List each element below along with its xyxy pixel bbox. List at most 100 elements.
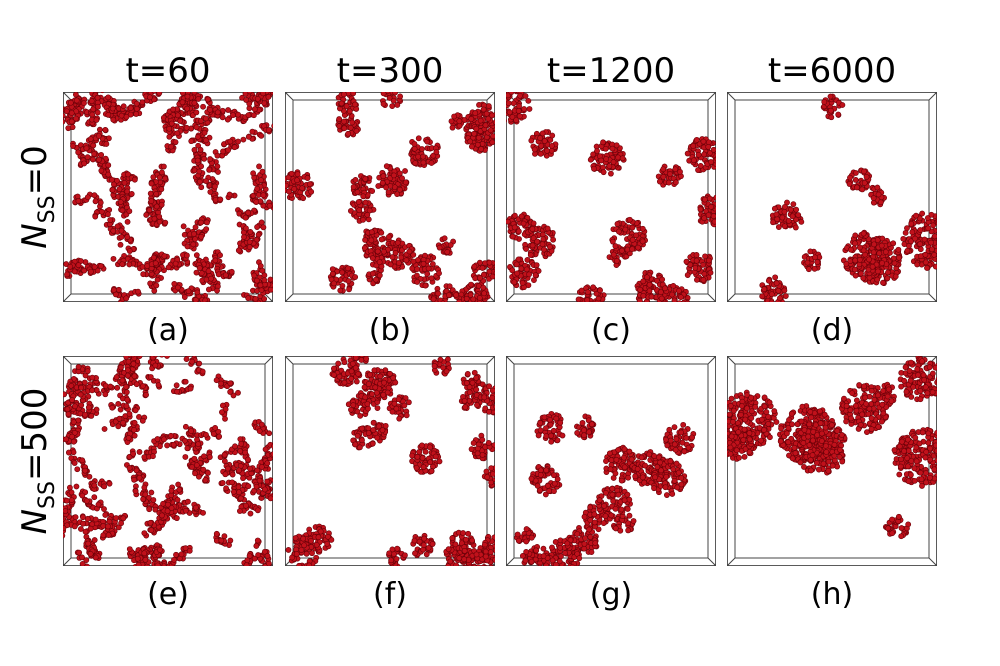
snapshot bbox=[727, 92, 961, 302]
particle bbox=[600, 139, 606, 146]
particle bbox=[75, 198, 82, 204]
particle bbox=[937, 260, 942, 265]
particle bbox=[63, 261, 70, 267]
particle bbox=[529, 226, 536, 232]
particle bbox=[220, 148, 226, 155]
particle bbox=[173, 565, 177, 566]
particle bbox=[225, 107, 231, 113]
particle bbox=[506, 100, 512, 107]
particle bbox=[481, 290, 488, 297]
particle bbox=[118, 227, 125, 234]
particle bbox=[349, 119, 356, 126]
particle bbox=[420, 260, 427, 267]
particle bbox=[690, 143, 697, 149]
particle bbox=[718, 224, 723, 229]
particle bbox=[259, 267, 266, 274]
particle bbox=[166, 125, 173, 132]
particle bbox=[154, 562, 161, 566]
particle bbox=[874, 268, 881, 275]
particle bbox=[463, 306, 468, 311]
particle bbox=[193, 252, 200, 259]
particle bbox=[843, 261, 850, 267]
particle bbox=[214, 152, 221, 159]
particle bbox=[785, 217, 792, 224]
box-edge bbox=[285, 92, 294, 101]
particle bbox=[245, 295, 252, 302]
particle bbox=[131, 373, 138, 380]
particle bbox=[136, 349, 141, 354]
particle bbox=[142, 556, 149, 563]
particle bbox=[225, 147, 232, 154]
particle bbox=[481, 307, 486, 312]
particle bbox=[90, 156, 96, 163]
particle bbox=[395, 260, 402, 266]
particle bbox=[702, 253, 708, 260]
particle bbox=[956, 227, 961, 232]
particle bbox=[177, 117, 184, 124]
particle bbox=[715, 218, 716, 221]
particle bbox=[515, 228, 522, 235]
particle bbox=[174, 388, 180, 395]
particle bbox=[950, 249, 955, 254]
particle bbox=[360, 216, 366, 223]
particle bbox=[955, 239, 960, 244]
particle bbox=[118, 520, 124, 527]
particle bbox=[245, 112, 252, 119]
particle bbox=[658, 289, 664, 295]
particle bbox=[943, 253, 948, 258]
particle bbox=[470, 301, 474, 302]
particle bbox=[674, 315, 679, 320]
particle bbox=[71, 460, 78, 466]
particle bbox=[533, 262, 540, 268]
particle bbox=[111, 287, 117, 293]
particle bbox=[236, 489, 242, 496]
particle bbox=[170, 106, 177, 113]
particle bbox=[230, 112, 236, 118]
particle bbox=[362, 237, 368, 243]
particle bbox=[189, 358, 195, 365]
particle bbox=[528, 137, 535, 144]
particle bbox=[195, 96, 202, 102]
particle bbox=[640, 292, 647, 299]
particle bbox=[265, 94, 272, 100]
particle bbox=[92, 213, 99, 220]
particle bbox=[446, 292, 452, 298]
particle bbox=[781, 287, 788, 294]
particle bbox=[116, 186, 123, 193]
particle bbox=[115, 423, 122, 430]
particle bbox=[956, 233, 961, 238]
column-header: t=60 bbox=[125, 51, 210, 91]
particle bbox=[93, 117, 100, 123]
particle bbox=[274, 442, 279, 447]
particle bbox=[106, 480, 113, 487]
particle bbox=[201, 453, 207, 460]
row-rest: =500 bbox=[15, 388, 55, 481]
particle bbox=[878, 242, 885, 249]
particle bbox=[81, 267, 88, 274]
particle bbox=[768, 299, 775, 302]
box-edge bbox=[63, 356, 72, 365]
particle bbox=[656, 178, 663, 185]
particle bbox=[119, 207, 126, 214]
particle bbox=[781, 223, 788, 230]
particle bbox=[945, 227, 950, 232]
particle bbox=[84, 154, 91, 161]
particle bbox=[106, 518, 113, 525]
particle bbox=[448, 118, 455, 125]
particle bbox=[793, 206, 800, 213]
particle bbox=[917, 241, 924, 247]
particle bbox=[214, 163, 221, 170]
particle bbox=[228, 268, 235, 275]
particle bbox=[506, 118, 507, 123]
particle bbox=[672, 166, 679, 173]
particle bbox=[270, 451, 273, 457]
particle bbox=[195, 133, 201, 140]
particle bbox=[942, 261, 947, 266]
particle bbox=[939, 216, 944, 221]
particle bbox=[81, 160, 88, 167]
particle bbox=[615, 228, 622, 235]
particle bbox=[676, 300, 683, 302]
particle bbox=[259, 168, 266, 175]
particle bbox=[102, 80, 107, 85]
particle bbox=[789, 213, 796, 220]
